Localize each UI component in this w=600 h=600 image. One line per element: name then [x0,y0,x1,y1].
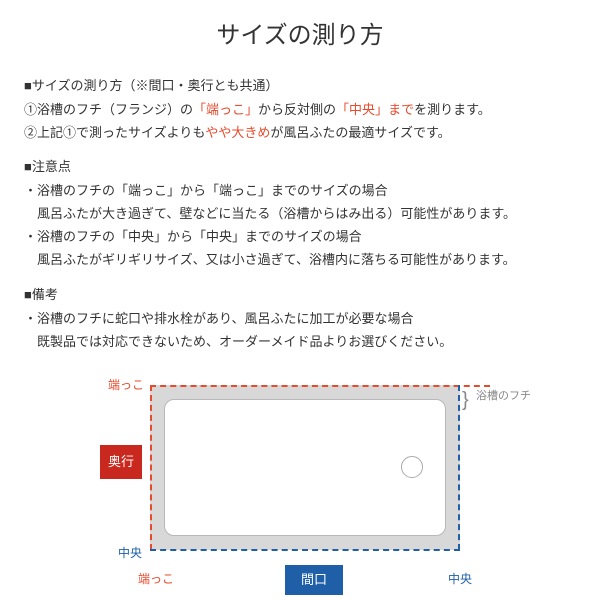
howto-line2: ②上記①で測ったサイズよりもやや大きめが風呂ふたの最適サイズです。 [24,122,576,144]
badge-width: 間口 [285,565,343,595]
remark-line: 既製品では対応できないため、オーダーメイド品よりお選びください。 [24,331,576,353]
drain-icon [401,456,423,478]
label-rim: 浴槽のフチ [476,387,531,406]
tub-rim [150,385,460,550]
caution-line: 風呂ふたが大き過ぎて、壁などに当たる（浴槽からはみ出る）可能性があります。 [24,203,576,225]
section-remark: ■備考 ・浴槽のフチに蛇口や排水栓があり、風呂ふたに加工が必要な場合 既製品では… [24,284,576,353]
section-head: ■サイズの測り方（※間口・奥行とも共通） [24,75,576,97]
dash-red-left [150,385,152,550]
page-title: サイズの測り方 [24,16,576,57]
label-edge-top: 端っこ [108,375,144,395]
label-edge-bottom: 端っこ [138,569,174,589]
label-center-right: 中央 [448,569,472,589]
section-howto: ■サイズの測り方（※間口・奥行とも共通） ①浴槽のフチ（フランジ）の「端っこ」か… [24,75,576,144]
section-head: ■注意点 [24,156,576,178]
text: から反対側の [258,102,336,117]
badge-depth: 奥行 [100,445,142,479]
text: ②上記①で測ったサイズよりも [24,125,205,140]
section-caution: ■注意点 ・浴槽のフチの「端っこ」から「端っこ」までのサイズの場合 風呂ふたが大… [24,156,576,271]
label-center-left: 中央 [118,543,142,563]
section-head: ■備考 [24,284,576,306]
caution-line: ・浴槽のフチの「中央」から「中央」までのサイズの場合 [24,226,576,248]
caution-line: 風呂ふたがギリギリサイズ、又は小さ過ぎて、浴槽内に落ちる可能性があります。 [24,249,576,271]
howto-line1: ①浴槽のフチ（フランジ）の「端っこ」から反対側の「中央」までを測ります。 [24,99,576,121]
dash-red-top [150,385,490,387]
hl-bigger: やや大きめ [205,125,270,140]
hl-center: 「中央」 [336,102,388,117]
text: ①浴槽のフチ（フランジ）の [24,102,193,117]
remark-line: ・浴槽のフチに蛇口や排水栓があり、風呂ふたに加工が必要な場合 [24,308,576,330]
brace-icon: } [462,383,469,417]
hl-edge: 「端っこ」 [193,102,258,117]
hl-made: まで [388,102,414,117]
tub-inner [164,399,446,536]
text: が風呂ふたの最適サイズです。 [270,125,450,140]
dash-blue-right [458,385,460,550]
text: を測ります。 [414,102,491,117]
caution-line: ・浴槽のフチの「端っこ」から「端っこ」までのサイズの場合 [24,180,576,202]
dash-blue-bottom [150,549,460,551]
measurement-diagram: 端っこ 中央 端っこ 中央 } 浴槽のフチ 奥行 間口 [60,365,540,595]
